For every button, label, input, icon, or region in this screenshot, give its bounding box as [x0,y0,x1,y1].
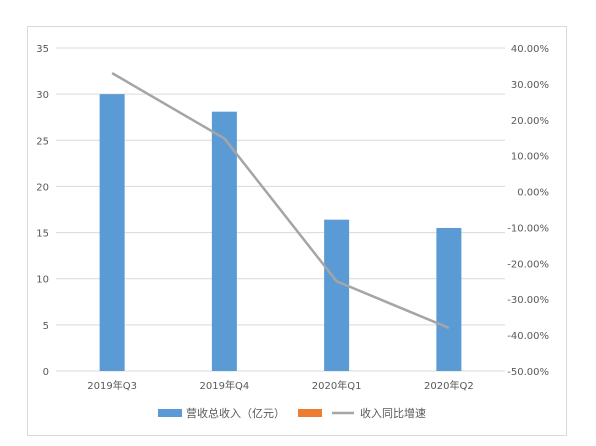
y-right-tick-label: -30.00% [507,295,549,306]
y-right-tick-label: -40.00% [507,331,549,342]
line-series-path [111,72,450,330]
y-right-tick-label: 10.00% [511,152,549,163]
y-left-tick-label: 20 [36,182,49,193]
x-tick-label: 2020年Q1 [312,379,362,392]
bar [211,111,237,372]
y-left-tick-label: 30 [36,90,49,101]
y-right-tick-label: -10.00% [507,223,549,234]
gridlines [56,47,505,372]
y-right-tick-label: 0.00% [517,188,549,199]
axis-labels: 0 5 10 15 20 25 30 35 -50.00% -40.00% -30.00% -20.0… [36,44,549,392]
legend-swatch-bar [158,409,182,417]
x-tick-label: 2019年Q4 [200,379,250,392]
y-right-tick-label: -20.00% [507,259,549,270]
bar [324,219,350,371]
y-right-tick-label: -50.00% [507,367,549,378]
y-left-tick-label: 25 [36,136,49,147]
x-tick-label: 2020年Q2 [424,379,474,392]
bar-series [99,94,462,372]
line-series [111,72,450,330]
legend-swatch-bar [298,409,322,417]
x-tick-label: 2019年Q3 [87,379,137,392]
legend: 营收总收入（亿元） 收入同比增速 [158,406,426,420]
y-left-tick-label: 35 [36,44,49,55]
y-left-tick-label: 0 [43,367,49,378]
y-left-tick-label: 15 [36,229,49,240]
bar [436,227,462,371]
y-left-tick-label: 5 [43,321,49,332]
bar [99,94,125,372]
y-right-tick-label: 20.00% [511,116,549,127]
legend-label: 营收总收入（亿元） [186,406,285,420]
y-left-tick-label: 10 [36,275,49,286]
y-right-tick-label: 40.00% [511,44,549,55]
y-right-tick-label: 30.00% [511,80,549,91]
legend-label: 收入同比增速 [360,406,426,420]
